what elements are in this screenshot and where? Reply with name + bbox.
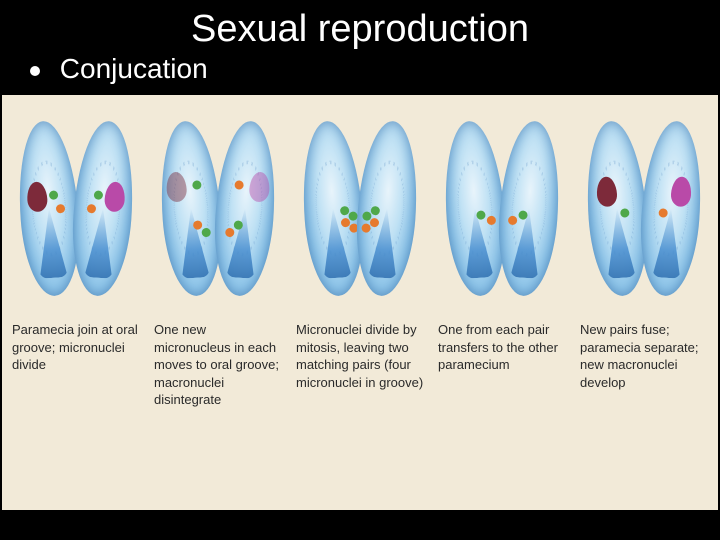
panel-caption: One new micronucleus in each moves to or… <box>148 315 288 409</box>
panel-illustration <box>6 105 146 315</box>
paramecium-right <box>210 119 280 298</box>
panel-4: One from each pair transfers to the othe… <box>432 105 572 502</box>
paramecium-right <box>352 119 422 298</box>
panel-5: New pairs fuse; paramecia separate; new … <box>574 105 714 502</box>
panel-3: Micronuclei divide by mitosis, leaving t… <box>290 105 430 502</box>
panel-illustration <box>432 105 572 315</box>
panel-caption: One from each pair transfers to the othe… <box>432 315 572 374</box>
bullet-row: Conjucation <box>0 51 720 95</box>
panel-caption: Micronuclei divide by mitosis, leaving t… <box>290 315 430 391</box>
panel-1: Paramecia join at oral groove; micronucl… <box>6 105 146 502</box>
panel-caption: New pairs fuse; paramecia separate; new … <box>574 315 714 391</box>
panel-illustration <box>574 105 714 315</box>
paramecium-right <box>494 119 564 298</box>
bullet-icon <box>30 66 40 76</box>
bullet-text: Conjucation <box>60 53 208 84</box>
page-title: Sexual reproduction <box>0 0 720 51</box>
paramecium-right <box>68 119 138 298</box>
conjugation-diagram: Paramecia join at oral groove; micronucl… <box>2 95 718 510</box>
panel-2: One new micronucleus in each moves to or… <box>148 105 288 502</box>
panel-illustration <box>148 105 288 315</box>
panel-caption: Paramecia join at oral groove; micronucl… <box>6 315 146 374</box>
paramecium-right <box>636 119 706 298</box>
panel-illustration <box>290 105 430 315</box>
